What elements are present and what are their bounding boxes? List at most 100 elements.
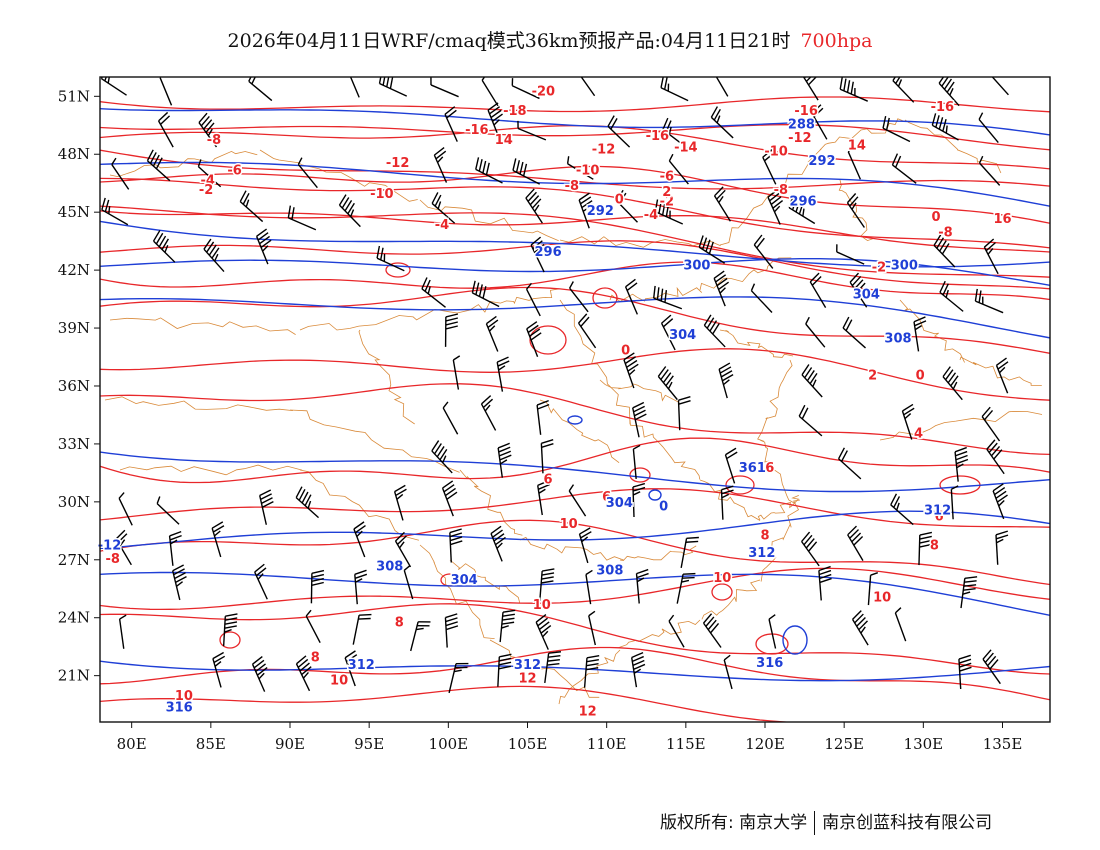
title-main: 2026年04月11日WRF/cmaq模式36km预报产品:04月11日21时 xyxy=(227,30,791,52)
wind-barb xyxy=(354,569,368,605)
wind-barb xyxy=(882,115,911,143)
isotherm-label: -8 xyxy=(207,133,221,148)
wind-barb xyxy=(297,157,318,189)
wind-barb xyxy=(958,654,972,690)
wind-barb xyxy=(578,527,592,564)
isotherm-label: -4 xyxy=(200,173,214,188)
wind-barb xyxy=(718,362,734,399)
height-label: 316 xyxy=(756,656,783,671)
wind-barb xyxy=(677,396,691,431)
wind-barb xyxy=(724,447,738,484)
isotherm-label: 0 xyxy=(931,210,940,225)
wind-barb xyxy=(349,77,360,98)
wind-barb xyxy=(847,525,864,561)
wind-barb xyxy=(913,316,927,352)
wind-barb xyxy=(942,366,963,401)
height-cell xyxy=(567,415,583,425)
chart-title: 2026年04月11日WRF/cmaq模式36km预报产品:04月11日21时 7… xyxy=(0,26,1100,53)
wind-barb xyxy=(537,479,551,516)
height-label: 292 xyxy=(808,154,835,169)
wind-barb xyxy=(839,77,869,102)
wind-barb xyxy=(950,485,959,520)
isotherm-label: 16 xyxy=(993,212,1011,227)
wind-barb xyxy=(676,572,696,604)
isotherm-label: 6 xyxy=(765,461,774,476)
isotherm-label: -10 xyxy=(764,144,788,159)
isotherm-cell xyxy=(592,287,618,309)
boundary-line xyxy=(469,288,560,313)
height-label: 292 xyxy=(587,204,614,219)
lon-tick-label: 115E xyxy=(666,735,706,753)
wind-barb xyxy=(750,283,773,313)
isotherm-label: -6 xyxy=(227,164,241,179)
isotherm-label: -16 xyxy=(931,100,955,115)
isotherm-label: -6 xyxy=(660,169,674,184)
wind-barb xyxy=(991,77,1009,96)
wind-barb xyxy=(703,314,726,348)
height-contour xyxy=(100,296,1050,339)
wind-barb xyxy=(344,650,358,687)
wind-barb xyxy=(801,364,823,398)
isotherm-label: -4 xyxy=(435,218,449,233)
isotherm-label: -12 xyxy=(386,156,410,171)
isotherm xyxy=(100,124,1050,151)
lon-tick-label: 100E xyxy=(429,735,469,753)
wind-barb xyxy=(152,230,176,263)
wind-barb xyxy=(842,316,866,349)
isotherm-label: 10 xyxy=(560,517,578,532)
lon-tick-label: 95E xyxy=(354,735,384,753)
wind-barb xyxy=(623,352,639,389)
wind-barb xyxy=(890,493,914,526)
boundary-line xyxy=(289,409,460,473)
height-label: 308 xyxy=(376,560,403,575)
wind-barb xyxy=(720,485,734,520)
isotherm-label: 0 xyxy=(621,343,630,358)
wind-barb xyxy=(660,314,676,351)
wind-barb xyxy=(809,272,827,308)
isotherm-label: 12 xyxy=(579,704,597,719)
wind-barb xyxy=(448,662,469,694)
boundary-line xyxy=(719,329,794,358)
wind-barb xyxy=(497,442,512,478)
wind-barb xyxy=(212,651,226,688)
lat-tick-label: 39N xyxy=(58,319,90,337)
wind-barb xyxy=(768,614,777,649)
wind-barb xyxy=(352,613,372,645)
lat-tick-label: 27N xyxy=(58,551,90,569)
height-label: 304 xyxy=(606,496,633,511)
wind-barb xyxy=(894,607,907,642)
height-label: 300 xyxy=(683,258,710,273)
wind-barb xyxy=(168,530,182,566)
wind-barb xyxy=(442,401,459,435)
boundary-line xyxy=(757,359,793,442)
height-contour xyxy=(100,571,1050,617)
isotherm xyxy=(100,567,1050,611)
wind-barb xyxy=(851,610,869,646)
isotherm-label: 6 xyxy=(544,473,553,488)
isotherm xyxy=(100,210,1050,253)
wind-barb xyxy=(497,653,512,687)
isotherm-label: -10 xyxy=(576,164,600,179)
wind-barb xyxy=(118,492,133,526)
pressure-level: 700hpa xyxy=(800,30,873,52)
isotherm-label: 10 xyxy=(330,674,348,689)
wind-barb xyxy=(525,282,541,317)
isotherm xyxy=(100,177,1050,249)
height-label: 308 xyxy=(596,563,623,578)
wind-barb xyxy=(657,366,678,401)
wind-barb xyxy=(802,77,819,101)
wind-barb xyxy=(566,156,594,180)
isotherm xyxy=(100,261,1050,301)
isotherm-cell xyxy=(219,631,241,649)
wind-barb xyxy=(635,568,649,604)
footer-divider xyxy=(814,811,816,835)
wind-barb xyxy=(753,234,774,269)
isotherm-label: -16 xyxy=(646,129,670,144)
wind-barb xyxy=(837,447,862,480)
wind-barb xyxy=(818,565,832,601)
isotherm-label: -12 xyxy=(788,131,812,146)
wind-barb xyxy=(197,159,222,188)
boundary-line xyxy=(838,179,873,242)
isotherm-label: -2 xyxy=(872,260,886,275)
wind-barb xyxy=(198,112,218,148)
